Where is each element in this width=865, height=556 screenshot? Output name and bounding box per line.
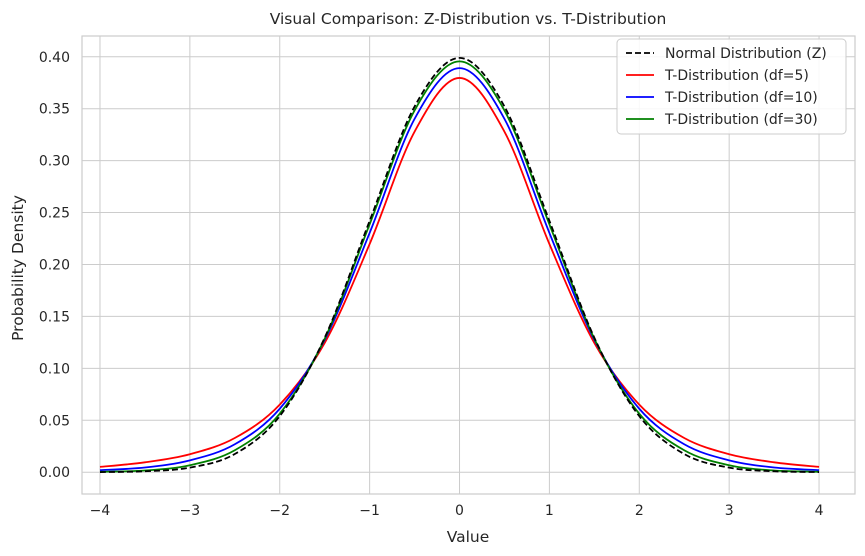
y-tick-label: 0.05 (39, 413, 70, 429)
grid-layer (82, 36, 855, 494)
y-tick-label: 0.15 (39, 309, 70, 325)
tick-layer: −4 −3 −2 −1 0 1 2 3 4 0.00 0.05 0.10 0.15 0.20 0.25 0.3… (39, 50, 824, 519)
legend-label: Normal Distribution (Z) (665, 46, 827, 62)
legend-box (616, 38, 847, 135)
series-line-2 (99, 77, 820, 468)
series-line-4 (99, 60, 820, 473)
y-tick-label: 0.30 (39, 154, 70, 170)
plot-frame (81, 35, 856, 495)
y-tick-label: 0.35 (39, 102, 70, 118)
x-tick-label: −3 (180, 503, 201, 519)
x-axis-label: Value (447, 528, 490, 546)
series-line-1 (99, 57, 820, 473)
x-tick-label: 1 (545, 503, 554, 519)
legend-label: T-Distribution (df=10) (664, 90, 818, 106)
y-axis-label: Probability Density (9, 195, 27, 341)
x-tick-label: 0 (455, 503, 464, 519)
x-tick-label: −2 (269, 503, 290, 519)
y-tick-label: 0.25 (39, 206, 70, 222)
legend: Normal Distribution (Z) T-Distribution (d… (616, 38, 847, 135)
y-tick-label: 0.20 (39, 257, 70, 273)
x-tick-label: 4 (815, 503, 824, 519)
x-tick-label: −1 (359, 503, 380, 519)
legend-label: T-Distribution (df=5) (664, 68, 809, 84)
x-tick-label: −4 (90, 503, 111, 519)
chart-title: Visual Comparison: Z-Distribution vs. T-… (270, 10, 667, 28)
x-tick-label: 3 (725, 503, 734, 519)
legend-label: T-Distribution (df=30) (664, 112, 818, 128)
series-line-3 (99, 67, 820, 472)
y-tick-label: 0.10 (39, 361, 70, 377)
y-tick-label: 0.00 (39, 465, 70, 481)
series-layer (99, 57, 820, 473)
y-tick-label: 0.40 (39, 50, 70, 66)
x-tick-label: 2 (635, 503, 644, 519)
